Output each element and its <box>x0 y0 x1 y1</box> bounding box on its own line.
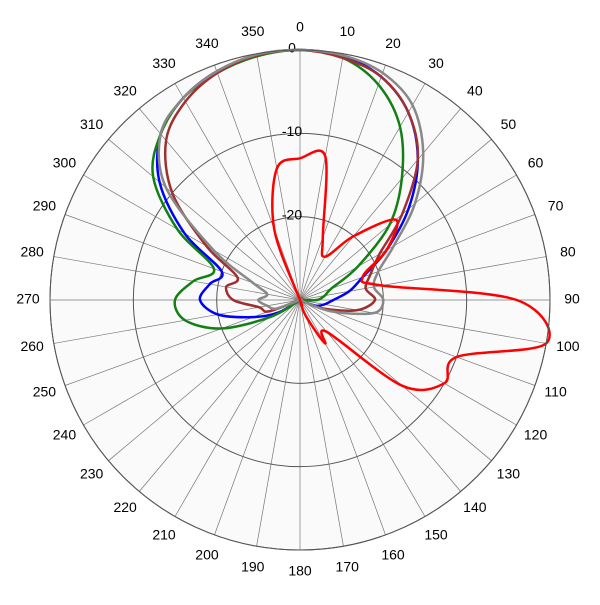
spoke <box>108 139 301 301</box>
spoke <box>299 174 517 301</box>
spoke <box>299 83 426 301</box>
angle-label: 250 <box>33 384 57 400</box>
r-tick-label: -20 <box>282 206 302 222</box>
angle-label: 210 <box>152 526 176 542</box>
angle-label: 330 <box>152 55 176 71</box>
spoke <box>299 299 536 386</box>
spoke <box>174 299 301 517</box>
angle-label: 340 <box>195 35 219 51</box>
spoke <box>139 299 301 492</box>
outer-ring <box>49 49 551 551</box>
angle-label: 240 <box>53 427 77 443</box>
spoke <box>299 214 536 301</box>
angle-label: 20 <box>385 35 401 51</box>
spoke <box>83 299 301 426</box>
angle-label: 60 <box>528 155 544 171</box>
angle-label: 120 <box>524 427 548 443</box>
angle-label: 290 <box>33 198 57 214</box>
spoke <box>64 214 301 301</box>
angle-label: 50 <box>501 116 517 132</box>
spoke <box>299 299 344 547</box>
angle-label: 70 <box>548 198 564 214</box>
angle-label: 280 <box>20 243 44 259</box>
spoke <box>299 108 461 301</box>
angle-label: 40 <box>467 82 483 98</box>
spoke <box>299 299 492 461</box>
angle-label: 220 <box>113 499 137 515</box>
angle-label: 130 <box>497 466 521 482</box>
spoke <box>256 299 301 547</box>
spoke <box>108 299 301 461</box>
angle-label: 310 <box>80 116 104 132</box>
spoke <box>174 83 301 301</box>
angle-label: 30 <box>428 55 444 71</box>
spoke <box>299 299 517 426</box>
angle-label: 10 <box>339 23 355 39</box>
angle-label: 260 <box>20 338 44 354</box>
ring <box>132 132 468 468</box>
angle-label: 100 <box>556 338 580 354</box>
angle-label: 180 <box>288 563 312 579</box>
angle-label: 270 <box>16 291 40 307</box>
angle-label: 110 <box>544 384 567 400</box>
angle-label: 230 <box>80 466 104 482</box>
angle-label: 190 <box>241 559 265 575</box>
r-tick-label: 0 <box>288 40 296 56</box>
spoke <box>299 299 386 536</box>
spoke <box>299 256 547 301</box>
spoke <box>299 64 386 301</box>
spoke <box>214 64 301 301</box>
angle-label: 300 <box>53 155 77 171</box>
spoke <box>299 299 426 517</box>
angle-label: 150 <box>424 526 448 542</box>
spoke <box>83 174 301 301</box>
spoke <box>53 256 301 301</box>
r-tick-label: -10 <box>282 123 302 139</box>
angle-label: 80 <box>560 243 576 259</box>
spoke <box>64 299 301 386</box>
spoke <box>299 53 344 301</box>
spoke <box>214 299 301 536</box>
angle-label: 140 <box>463 499 487 515</box>
angle-label: 170 <box>336 559 360 575</box>
pattern-line <box>271 149 551 392</box>
angle-label: 160 <box>381 546 405 562</box>
angle-label: 350 <box>241 23 265 39</box>
spoke <box>256 53 301 301</box>
angle-label: 200 <box>195 546 219 562</box>
spoke <box>299 299 547 344</box>
angle-label: 0 <box>296 19 304 35</box>
angle-label: 320 <box>113 82 137 98</box>
angle-label: 90 <box>564 291 580 307</box>
